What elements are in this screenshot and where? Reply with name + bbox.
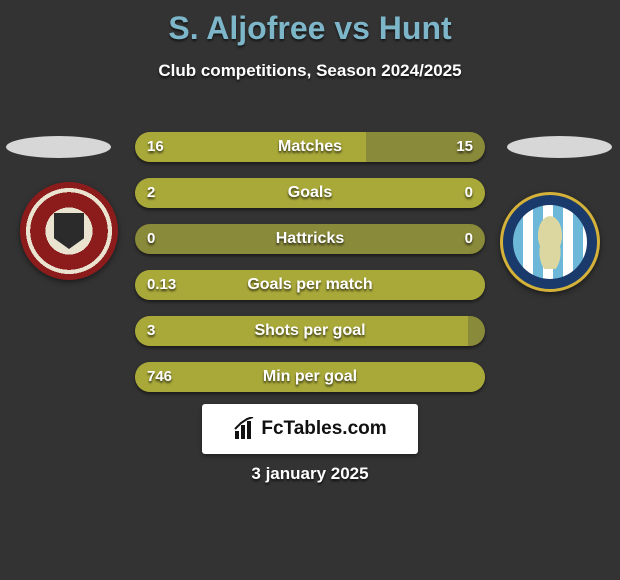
metric-label: Goals per match	[135, 270, 485, 300]
portrait-placeholder-left	[6, 136, 111, 158]
club-crest-left	[20, 182, 118, 280]
branding-text: FcTables.com	[261, 418, 386, 440]
bar-chart-icon	[233, 417, 257, 441]
metric-row: 20Goals	[135, 178, 485, 208]
metric-row: 00Hattricks	[135, 224, 485, 254]
eagle-icon	[529, 213, 571, 269]
page-subtitle: Club competitions, Season 2024/2025	[0, 61, 620, 81]
page-title: S. Aljofree vs Hunt	[0, 10, 620, 47]
shield-icon	[54, 213, 84, 249]
metric-label: Hattricks	[135, 224, 485, 254]
portrait-placeholder-right	[507, 136, 612, 158]
metric-row: 3Shots per goal	[135, 316, 485, 346]
metrics-bars: 1615Matches 20Goals 00Hattricks 0.13Goals p…	[135, 132, 485, 408]
metric-label: Shots per goal	[135, 316, 485, 346]
metric-row: 746Min per goal	[135, 362, 485, 392]
metric-label: Min per goal	[135, 362, 485, 392]
metric-label: Goals	[135, 178, 485, 208]
metric-row: 1615Matches	[135, 132, 485, 162]
club-crest-right	[500, 192, 600, 292]
comparison-card: S. Aljofree vs Hunt Club competitions, S…	[0, 10, 620, 580]
metric-label: Matches	[135, 132, 485, 162]
metric-row: 0.13Goals per match	[135, 270, 485, 300]
date-label: 3 january 2025	[0, 464, 620, 484]
branding-badge[interactable]: FcTables.com	[202, 404, 418, 454]
